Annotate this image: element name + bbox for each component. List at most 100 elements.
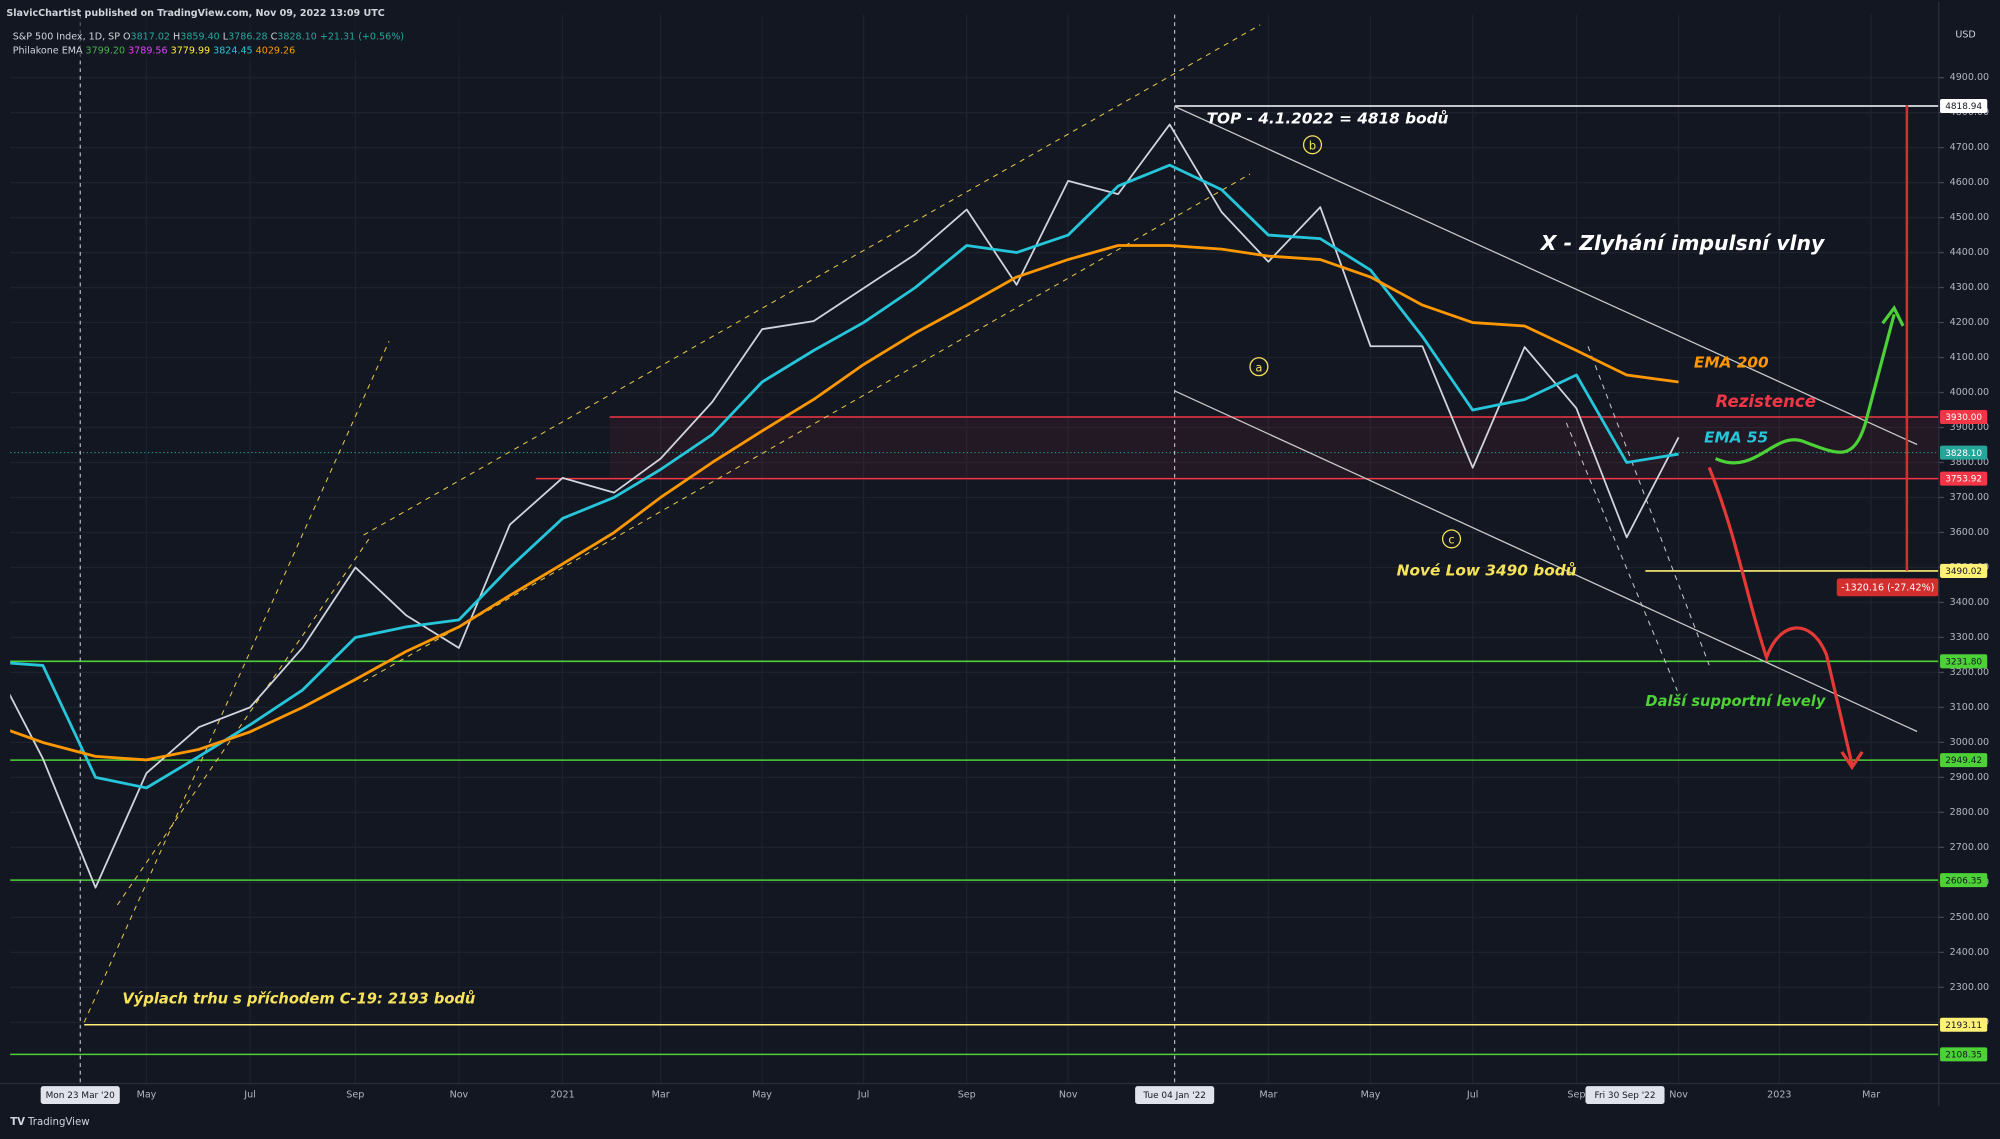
annotation: Výplach trhu s příchodem C-19: 2193 bodů [122,990,475,1007]
annotation: Rezistence [1716,392,1816,411]
legend-text: 3828.10 [277,31,316,42]
header-bg [0,1,511,59]
y-tick-label: 4600.00 [1950,177,1989,188]
series-label: EMA 55 [1704,429,1768,447]
level-label: 2193.11 [1945,1021,1982,1031]
axis-unit: USD [1955,30,1975,41]
x-tick-label: May [752,1090,772,1101]
y-tick-label: 4200.00 [1950,317,1989,328]
series-line [10,123,1680,889]
legend-text: 3859.40 [180,31,219,42]
level-box [1940,753,1988,768]
legend-text: Philakone EMA [13,45,83,56]
channel-line [1174,390,1918,733]
level-label: 2108.35 [1945,1051,1982,1061]
footer [0,1106,2000,1138]
legend-text: 3817.02 [131,31,170,42]
indicator-line: Philakone EMA 3799.20 3789.56 3779.99 38… [13,45,295,56]
drawings [79,14,1918,1084]
x-tick-label: Nov [1669,1090,1688,1101]
level-box [1940,471,1988,486]
arrow-head [1840,751,1864,771]
channel-line [363,173,1251,683]
y-tick-label: 4300.00 [1950,282,1989,293]
annotations: TOP - 4.1.2022 = 4818 bodů X - Zlyhání i… [122,110,1826,1008]
channel-line [363,24,1261,536]
wave-label: b [1309,139,1316,153]
annotation: X - Zlyhání impulsní vlny [1539,231,1826,255]
y-tick-label: 2700.00 [1950,842,1989,853]
publisher: SlavicChartist published on TradingView.… [6,8,384,19]
x-tick-label: Mar [652,1090,670,1101]
y-tick-label: 2900.00 [1950,772,1989,783]
x-tick-label: Sep [1567,1090,1585,1101]
legend-text: 3786.28 [228,31,267,42]
y-tick-label: 2400.00 [1950,947,1989,958]
y-tick-label: 4700.00 [1950,142,1989,153]
date-marker-label: Tue 04 Jan '22 [1142,1091,1206,1101]
y-tick-label: 2300.00 [1950,982,1989,993]
channel-line [1174,105,1918,446]
annotation: Nové Low 3490 bodů [1397,561,1577,579]
level-label: 3231.80 [1945,657,1982,667]
x-axis: May Jul Sep Nov 2021 Mar May Jul Sep Nov Mar May Jul… [40,1086,1880,1104]
scenario-arrow [1714,313,1896,465]
y-tick-label: 3700.00 [1950,492,1989,503]
trend-line [83,340,390,1023]
x-tick-label: Jul [857,1090,870,1101]
y-tick-label: 3100.00 [1950,702,1989,713]
y-tick-label: 3600.00 [1950,527,1989,538]
level-box [1940,409,1988,425]
measure-box [1836,578,1939,597]
price-axis [1938,1,2000,1107]
grid [10,14,1939,1084]
level-label: 4818.94 [1945,102,1982,112]
y-tick-label: 4400.00 [1950,247,1989,258]
x-tick-label: Mar [1259,1090,1277,1101]
x-tick-label: Nov [450,1090,469,1101]
legend-text: 3824.45 [213,45,252,56]
series-label: EMA 200 [1694,353,1769,371]
level-box [1940,1017,1988,1032]
trend-line [1565,422,1678,691]
footer-brand: TradingView [27,1117,90,1128]
y-tick-label: 3800.00 [1950,457,1989,468]
legend-text: 3779.99 [171,45,210,56]
legend-text: L [223,31,229,42]
wave-marker [1302,135,1323,155]
legend-text: 3799.20 [86,45,125,56]
series-line [10,163,1679,790]
legend-text: C [271,31,278,42]
level-box [1940,873,1988,888]
x-tick-label: May [137,1090,157,1101]
y-tick-label: 2500.00 [1950,912,1989,923]
y-tick-label: 4100.00 [1950,352,1989,363]
date-marker-box [1585,1086,1665,1104]
date-marker-box [40,1086,120,1104]
wave-marker [1441,529,1462,549]
footer-logo: TV [10,1117,25,1128]
y-tick-label: 4900.00 [1950,72,1989,83]
wave-marker [1249,357,1269,377]
legend-text: 4029.26 [256,45,295,56]
level-label: 3828.10 [1945,449,1982,459]
series-line [10,244,1679,762]
x-tick-label: 2023 [1767,1090,1791,1101]
level-box [1940,445,1988,460]
legend-line: S&P 500 Index, 1D, SP O3817.02 H3859.40 … [13,31,404,42]
levels [10,105,1939,1056]
y-tick-label: 4000.00 [1950,387,1989,398]
level-label: 3490.02 [1945,567,1982,577]
wave-label: c [1448,533,1454,547]
y-tick-label: 2800.00 [1950,807,1989,818]
legend-text: H [173,31,180,42]
date-marker-box [1135,1086,1215,1104]
scenario-arrow [1707,466,1854,766]
level-label: 2606.35 [1945,876,1982,886]
level-box [1940,98,1988,114]
legend-text: +21.31 (+0.56%) [320,31,404,42]
level-label: 2949.42 [1945,756,1982,766]
